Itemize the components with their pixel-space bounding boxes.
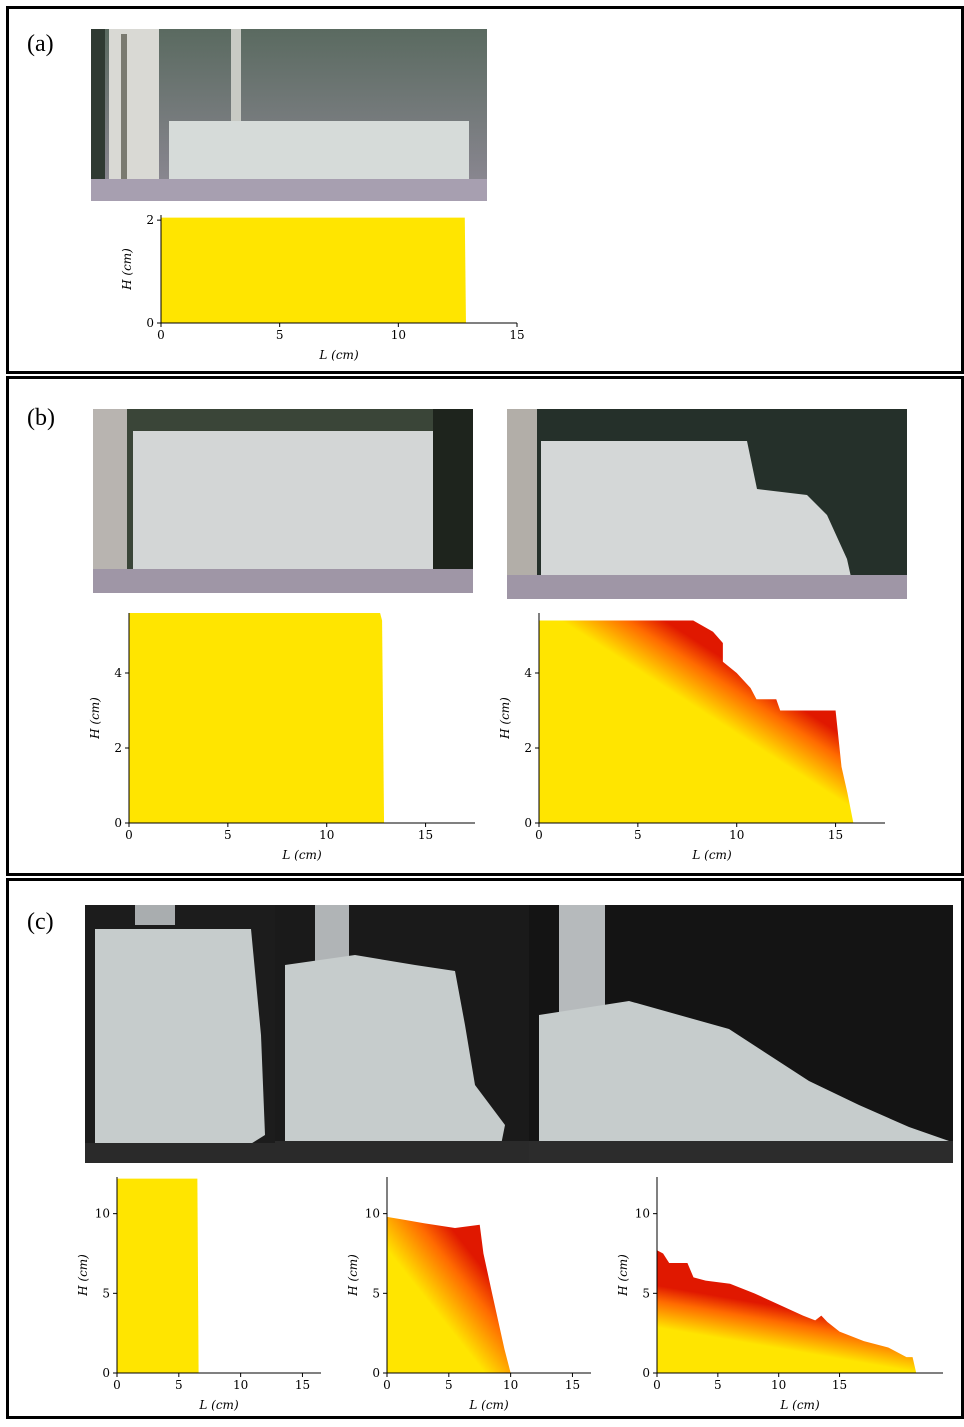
x-axis-label: L (cm) <box>691 848 732 862</box>
x-tick-label: 5 <box>634 828 642 842</box>
photo-c-2-image <box>275 905 529 1163</box>
chart-c-2-svg: 0 5 10 15 0 5 10 L (cm) H (cm) <box>346 1177 591 1412</box>
x-tick-label: 10 <box>503 1378 518 1392</box>
x-tick-label: 5 <box>224 828 232 842</box>
photo-b-1-image <box>93 409 473 593</box>
y-tick-label: 0 <box>102 1366 110 1380</box>
y-tick-label: 5 <box>642 1286 650 1300</box>
x-axis-label: L (cm) <box>281 848 322 862</box>
x-tick-label: 15 <box>295 1378 310 1392</box>
x-tick-label: 0 <box>653 1378 661 1392</box>
pile-profile-area <box>539 620 854 823</box>
photo-b-2-image <box>507 409 907 599</box>
x-tick-label: 5 <box>445 1378 453 1392</box>
panel-label-c: (c) <box>27 909 54 935</box>
x-tick-label: 0 <box>125 828 133 842</box>
pile-profile-area <box>161 217 466 323</box>
y-tick-label: 0 <box>642 1366 650 1380</box>
y-axis-label: H (cm) <box>498 697 512 740</box>
y-tick-label: 4 <box>114 666 122 680</box>
x-tick-label: 15 <box>509 328 524 342</box>
x-tick-label: 5 <box>714 1378 722 1392</box>
x-tick-label: 0 <box>535 828 543 842</box>
y-tick-label: 0 <box>146 316 154 330</box>
x-axis-label: L (cm) <box>198 1398 239 1412</box>
pile-profile-area <box>657 1250 917 1373</box>
x-tick-label: 15 <box>828 828 843 842</box>
y-axis-label: H (cm) <box>76 1254 90 1297</box>
x-axis-label: L (cm) <box>468 1398 509 1412</box>
y-axis-label: H (cm) <box>88 697 102 740</box>
chart-a-svg: 0 5 10 15 0 2 L (cm) H (cm) <box>120 213 525 362</box>
x-tick-label: 10 <box>391 328 406 342</box>
y-tick-label: 2 <box>524 741 532 755</box>
x-tick-label: 10 <box>233 1378 248 1392</box>
y-tick-label: 10 <box>95 1207 110 1221</box>
chart-a: 0 5 10 15 0 2 L (cm) H (cm) <box>91 201 531 377</box>
y-tick-label: 5 <box>102 1286 110 1300</box>
chart-c-1-svg: 0 5 10 15 0 5 10 L (cm) H (cm) <box>76 1177 321 1412</box>
panel-b: (b) 0 5 10 15 0 2 4 L (cm) H (cm) 0 5 10 15 0 2 4 L (cm… <box>6 376 964 876</box>
x-tick-label: 10 <box>729 828 744 842</box>
y-tick-label: 2 <box>146 213 154 227</box>
y-tick-label: 0 <box>372 1366 380 1380</box>
x-tick-label: 10 <box>771 1378 786 1392</box>
x-tick-label: 15 <box>565 1378 580 1392</box>
x-tick-label: 0 <box>157 328 165 342</box>
x-axis-label: L (cm) <box>318 348 359 362</box>
panel-c: (c) 0 5 10 15 0 5 10 L (cm) H (cm) 0 5 10 15 0 5 10 L (… <box>6 878 964 1419</box>
x-tick-label: 0 <box>383 1378 391 1392</box>
chart-c-3: 0 5 10 15 0 5 10 L (cm) H (cm) <box>603 1163 953 1427</box>
panel-label-b: (b) <box>27 405 55 431</box>
pile-profile-area <box>387 1216 511 1373</box>
y-axis-label: H (cm) <box>120 248 134 291</box>
y-tick-label: 4 <box>524 666 532 680</box>
x-tick-label: 10 <box>319 828 334 842</box>
photo-c-2 <box>275 905 529 1163</box>
photo-c-3 <box>529 905 953 1163</box>
x-tick-label: 5 <box>276 328 284 342</box>
x-tick-label: 5 <box>175 1378 183 1392</box>
photo-b-2 <box>507 409 907 599</box>
photo-a <box>91 29 487 201</box>
panel-a: (a) 0 5 10 15 0 2 L (cm) H (cm) <box>6 6 964 374</box>
chart-b-2: 0 5 10 15 0 2 4 L (cm) H (cm) <box>489 603 899 877</box>
y-tick-label: 0 <box>114 816 122 830</box>
x-tick-label: 15 <box>418 828 433 842</box>
chart-b-1: 0 5 10 15 0 2 4 L (cm) H (cm) <box>79 603 489 877</box>
y-axis-label: H (cm) <box>346 1254 360 1297</box>
y-tick-label: 0 <box>524 816 532 830</box>
chart-b-2-svg: 0 5 10 15 0 2 4 L (cm) H (cm) <box>498 613 885 862</box>
y-axis-label: H (cm) <box>616 1254 630 1297</box>
photo-a-image <box>91 29 487 201</box>
chart-b-1-svg: 0 5 10 15 0 2 4 L (cm) H (cm) <box>88 613 475 862</box>
photo-c-3-image <box>529 905 953 1163</box>
x-tick-label: 0 <box>113 1378 121 1392</box>
x-tick-label: 15 <box>832 1378 847 1392</box>
pile-profile-area <box>129 613 385 823</box>
y-tick-label: 5 <box>372 1286 380 1300</box>
y-tick-label: 10 <box>365 1207 380 1221</box>
panel-label-a: (a) <box>27 31 54 57</box>
y-tick-label: 10 <box>635 1207 650 1221</box>
chart-c-3-svg: 0 5 10 15 0 5 10 L (cm) H (cm) <box>616 1177 943 1412</box>
photo-c-1 <box>85 905 275 1163</box>
photo-b-1 <box>93 409 473 593</box>
chart-c-1: 0 5 10 15 0 5 10 L (cm) H (cm) <box>63 1163 331 1427</box>
chart-c-2: 0 5 10 15 0 5 10 L (cm) H (cm) <box>333 1163 601 1427</box>
y-tick-label: 2 <box>114 741 122 755</box>
pile-profile-area <box>117 1178 199 1373</box>
x-axis-label: L (cm) <box>779 1398 820 1412</box>
photo-c-1-image <box>85 905 275 1163</box>
